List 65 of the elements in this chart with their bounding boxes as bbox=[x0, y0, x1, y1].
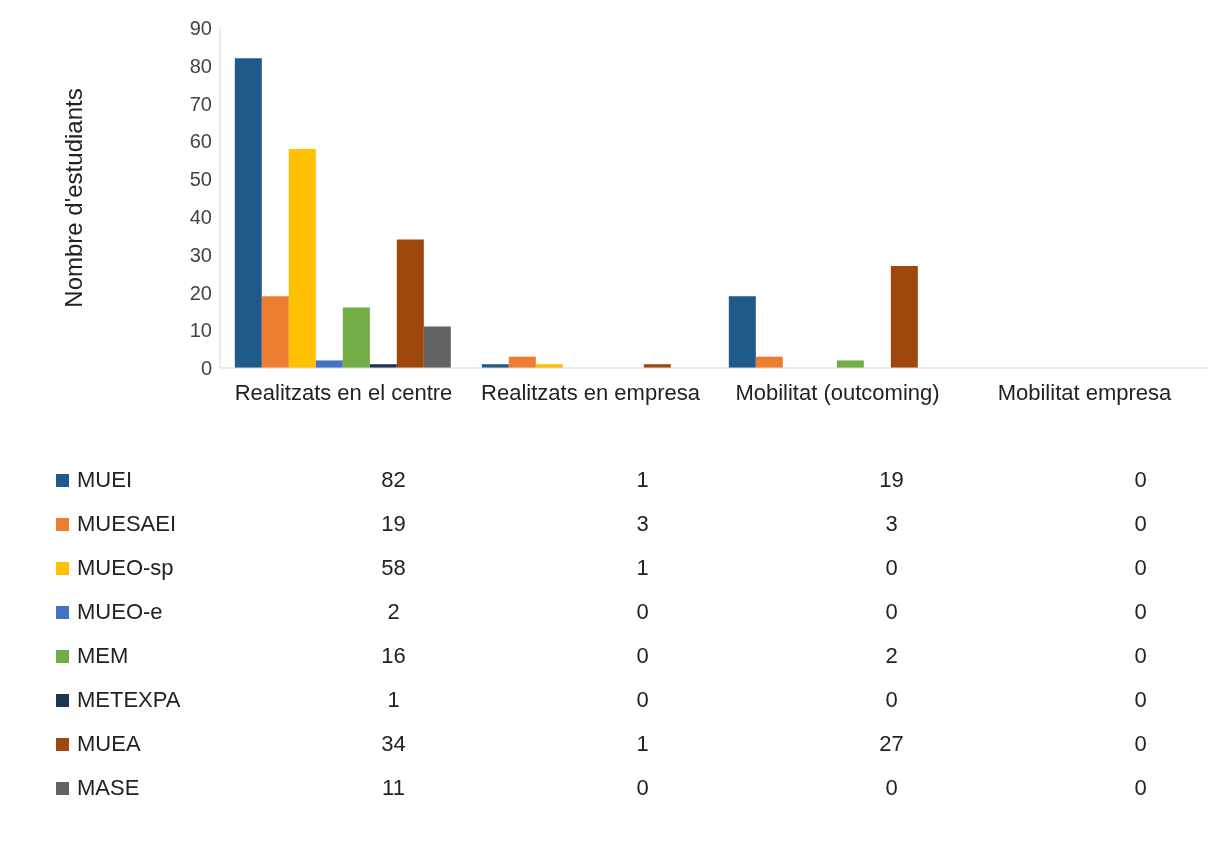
data-label: 0 bbox=[1133, 730, 1148, 758]
data-label: 0 bbox=[1133, 510, 1148, 538]
data-label: 0 bbox=[1133, 774, 1148, 802]
legend-label: MUEO-sp bbox=[77, 555, 174, 580]
data-label: 1 bbox=[635, 554, 650, 582]
bar bbox=[288, 148, 316, 368]
x-tick-label: Realitzats en el centre bbox=[234, 379, 453, 405]
bar bbox=[315, 360, 343, 368]
bar bbox=[234, 58, 262, 368]
bar bbox=[836, 360, 864, 368]
legend-label: MASE bbox=[77, 775, 140, 800]
data-label: 0 bbox=[635, 774, 650, 802]
x-tick-label: Realitzats en empresa bbox=[481, 379, 701, 405]
data-label: 0 bbox=[635, 598, 650, 626]
data-label: 58 bbox=[380, 554, 407, 582]
data-label: 34 bbox=[380, 730, 407, 758]
data-label: 0 bbox=[884, 686, 899, 714]
y-tick-label: 50 bbox=[189, 168, 212, 191]
bar bbox=[396, 239, 424, 368]
data-label: 11 bbox=[381, 774, 406, 802]
legend-label: MUESAEI bbox=[77, 511, 177, 536]
legend-label: METEXPA bbox=[77, 687, 181, 712]
bar bbox=[342, 307, 370, 368]
data-label: 1 bbox=[635, 730, 650, 758]
data-label: 0 bbox=[884, 598, 899, 626]
data-label: 3 bbox=[884, 510, 899, 538]
bar bbox=[423, 326, 451, 368]
legend-label: MUEO-e bbox=[77, 599, 163, 624]
legend-label: MUEA bbox=[77, 731, 141, 756]
data-label: 1 bbox=[635, 466, 650, 494]
y-tick-label: 20 bbox=[189, 281, 212, 304]
x-tick-label: Mobilitat empresa bbox=[997, 379, 1173, 405]
data-label: 2 bbox=[386, 598, 401, 626]
data-label: 2 bbox=[884, 642, 899, 670]
data-label: 3 bbox=[635, 510, 650, 538]
data-label: 0 bbox=[884, 554, 899, 582]
data-label: 0 bbox=[1133, 686, 1148, 714]
data-label: 27 bbox=[878, 730, 905, 758]
legend-label: MEM bbox=[77, 643, 129, 668]
data-label: 0 bbox=[884, 774, 899, 802]
y-tick-label: 10 bbox=[189, 319, 212, 342]
data-label: 0 bbox=[1133, 466, 1148, 494]
y-tick-label: 70 bbox=[189, 92, 212, 115]
data-label: 19 bbox=[878, 466, 905, 494]
y-axis-title: Nombre d'estudiants bbox=[59, 88, 87, 308]
bar bbox=[261, 296, 289, 368]
data-label: 1 bbox=[386, 686, 401, 714]
legend-label: MUEI bbox=[77, 467, 132, 492]
data-label: 0 bbox=[1133, 598, 1148, 626]
bar bbox=[728, 296, 756, 368]
data-label: 16 bbox=[380, 642, 407, 670]
y-tick-label: 60 bbox=[189, 130, 212, 153]
data-label: 82 bbox=[380, 466, 407, 494]
y-tick-label: 30 bbox=[189, 243, 212, 266]
data-label: 19 bbox=[380, 510, 407, 538]
data-label: 0 bbox=[635, 642, 650, 670]
data-label: 0 bbox=[1133, 554, 1148, 582]
data-label: 0 bbox=[635, 686, 650, 714]
y-tick-label: 90 bbox=[189, 17, 212, 40]
data-label: 0 bbox=[1133, 642, 1148, 670]
bar bbox=[890, 266, 918, 368]
y-tick-label: 0 bbox=[200, 357, 212, 380]
y-tick-label: 80 bbox=[189, 54, 212, 77]
y-tick-label: 40 bbox=[189, 205, 212, 228]
x-tick-label: Mobilitat (outcoming) bbox=[735, 379, 940, 405]
